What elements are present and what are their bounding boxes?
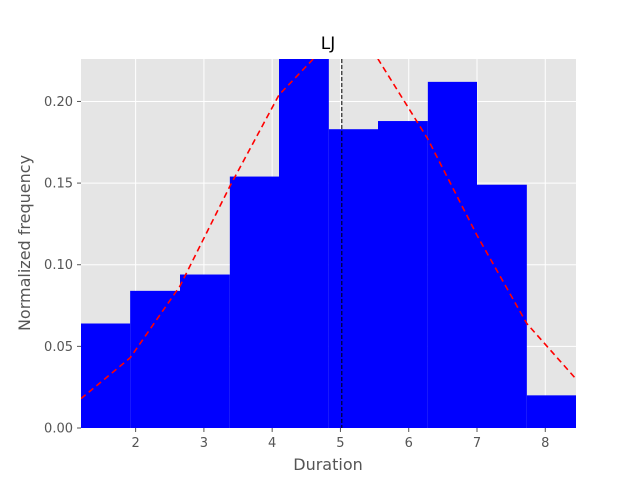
x-tick-label: 7 (473, 436, 481, 451)
chart-title: LJ (321, 34, 336, 54)
y-tick-label: 0.05 (44, 340, 73, 355)
histogram-bar (130, 290, 180, 428)
histogram-bar (328, 129, 378, 429)
x-tick-label: 3 (200, 436, 208, 451)
x-tick-label: 8 (541, 436, 549, 451)
x-tick-label: 2 (131, 436, 139, 451)
y-axis-label: Normalized frequency (15, 155, 34, 331)
histogram-bar (81, 323, 131, 428)
y-tick-label: 0.10 (44, 258, 73, 273)
histogram-bar (477, 184, 527, 428)
x-axis-label: Duration (293, 455, 363, 474)
histogram-bar (180, 274, 230, 428)
histogram-bar (427, 81, 477, 429)
x-tick-label: 6 (405, 436, 413, 451)
y-tick-label: 0.20 (44, 95, 73, 110)
y-tick-label: 0.00 (44, 422, 73, 437)
y-tick-label: 0.15 (44, 177, 73, 192)
x-axis-ticks: 2 3 4 5 6 7 8 (131, 428, 549, 451)
histogram-bar (229, 176, 279, 428)
x-tick-label: 4 (268, 436, 276, 451)
histogram-bar (378, 121, 428, 428)
histogram-bar (526, 395, 576, 428)
histogram-bars (81, 59, 576, 429)
x-tick-label: 5 (336, 436, 344, 451)
y-axis-ticks: 0.00 0.05 0.10 0.15 0.20 (44, 95, 81, 437)
density-curve (81, 59, 576, 400)
histogram-bar (279, 59, 329, 428)
